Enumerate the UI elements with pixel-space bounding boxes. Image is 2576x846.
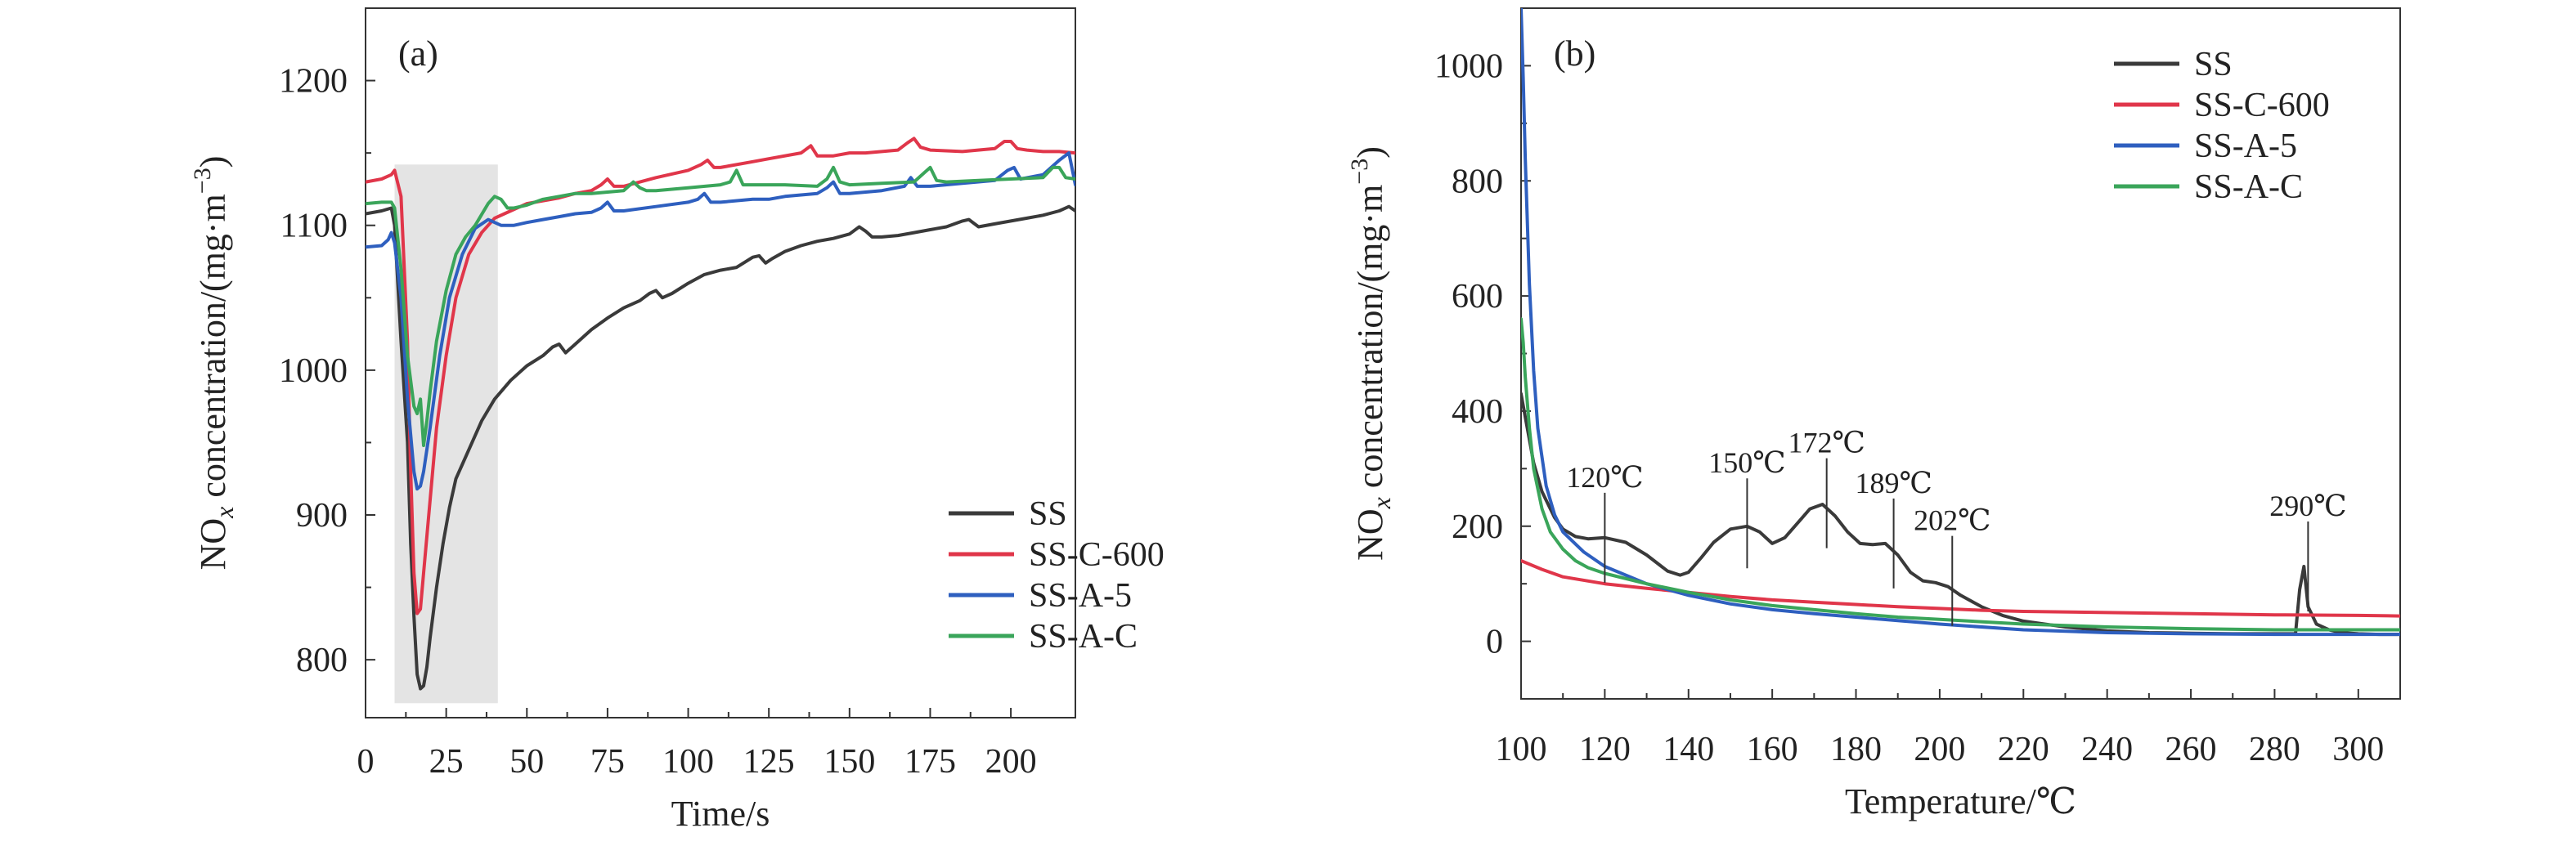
y-tick-label: 0: [1486, 624, 1503, 661]
y-label-suffix: ): [1350, 146, 1390, 159]
series-line-ss-c-600: [1521, 559, 2400, 618]
legend-label: SS-A-5: [2194, 128, 2297, 165]
legend-label: SS: [2194, 46, 2233, 83]
panel-label: (a): [398, 34, 438, 74]
y-tick-label: 800: [1452, 163, 1503, 200]
x-tick-label: 75: [590, 743, 625, 781]
x-tick-label: 150: [824, 743, 875, 781]
x-tick-label: 260: [2165, 731, 2217, 768]
panel-label: (b): [1554, 34, 1595, 74]
x-tick-label: 300: [2332, 731, 2384, 768]
y-label-middle: concentration/(mg·m: [1350, 185, 1390, 497]
series-line-ss-a-5: [1521, 8, 2400, 637]
chart-panel-b: 100 120 140 160 180 200 220 240 260 280 300 0 200 400…: [1346, 7, 2401, 821]
x-axis-label: Temperature/℃: [1845, 781, 2076, 821]
plot-frame: [365, 7, 1076, 718]
series-group: [366, 137, 1075, 691]
x-tick-label: 200: [985, 743, 1037, 781]
x-tick-label: 200: [1914, 731, 1965, 768]
series-line-ss-a-c: [366, 165, 1075, 447]
y-label-prefix: NO: [193, 518, 233, 571]
y-label-prefix: NO: [1350, 508, 1390, 561]
annotation-label: 189℃: [1855, 467, 1932, 499]
legend-label: SS-C-600: [2194, 87, 2330, 124]
x-tick-label: 120: [1579, 731, 1631, 768]
x-tick-label: 280: [2249, 731, 2300, 768]
y-tick-label: 1200: [279, 63, 348, 101]
annotation-label: 172℃: [1788, 427, 1865, 459]
y-tick-label: 800: [296, 642, 348, 679]
x-tick-label: 140: [1663, 731, 1714, 768]
x-tick-label: 180: [1830, 731, 1882, 768]
legend-label: SS-A-5: [1029, 577, 1132, 615]
x-tick-label: 50: [509, 743, 544, 781]
y-label-superscript: −3: [1346, 159, 1373, 185]
x-tick-label: 160: [1747, 731, 1798, 768]
y-label-subscript: x: [209, 507, 239, 519]
legend-label: SS-C-600: [1029, 536, 1165, 574]
legend: SS SS-C-600 SS-A-5SS-A-C: [2114, 46, 2330, 206]
annotation-label: 150℃: [1708, 446, 1785, 479]
series-line-ss: [1521, 392, 2400, 637]
series-line-ss-a-5: [366, 151, 1075, 491]
y-tick-label: 1100: [280, 208, 348, 245]
chart-panel-a: 0 25 50 75 100 125 150 175 200 800 900 1000 1100 1200…: [189, 7, 1165, 834]
x-tick-label: 0: [357, 743, 375, 781]
y-label-middle: concentration/(mg·m: [193, 194, 233, 506]
annotation-label: 202℃: [1914, 504, 1990, 537]
x-axis-label: Time/s: [671, 794, 770, 834]
legend-label: SS: [1029, 495, 1067, 533]
x-tick-label: 220: [1998, 731, 2049, 768]
series-line-ss-a-c: [1521, 317, 2400, 632]
x-tick-label: 125: [743, 743, 795, 781]
annotation-label: 290℃: [2269, 490, 2346, 522]
y-tick-label: 1000: [1434, 47, 1503, 85]
x-tick-label: 240: [2081, 731, 2133, 768]
y-axis-label: NOx concentration/(mg·m−3): [189, 156, 239, 571]
x-tick-label: 175: [904, 743, 956, 781]
y-tick-label: 900: [296, 497, 348, 535]
y-tick-label: 600: [1452, 278, 1503, 316]
x-tick-label: 100: [1496, 731, 1547, 768]
y-tick-label: 400: [1452, 393, 1503, 431]
y-label-subscript: x: [1367, 497, 1396, 509]
y-label-suffix: ): [193, 156, 233, 168]
y-tick-label: 1000: [279, 352, 348, 390]
y-tick-label: 200: [1452, 508, 1503, 546]
annotation-label: 120℃: [1566, 461, 1643, 494]
legend-label: SS-A-C: [2194, 168, 2303, 206]
y-axis-label: NOx concentration/(mg·m−3): [1346, 146, 1396, 561]
legend-label: SS-A-C: [1029, 618, 1138, 656]
series-group: [1521, 8, 2400, 637]
series-line-ss-c-600: [366, 137, 1075, 615]
x-tick-label: 100: [662, 743, 714, 781]
series-line-ss: [366, 204, 1075, 691]
x-tick-label: 25: [429, 743, 464, 781]
y-label-superscript: −3: [189, 168, 216, 194]
